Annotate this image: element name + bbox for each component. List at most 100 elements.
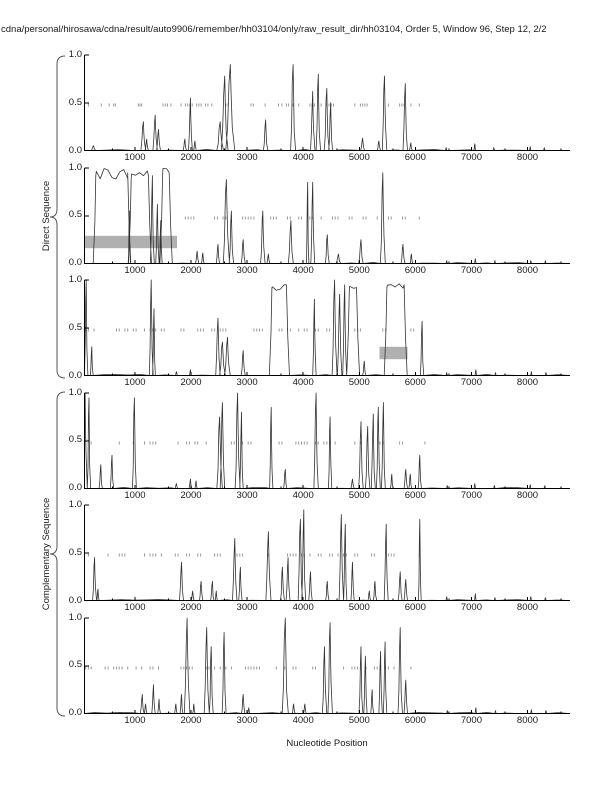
data-trace [84, 617, 570, 714]
y-tick-label: 0.0 [68, 594, 82, 606]
x-tick-label: 5000 [348, 602, 370, 613]
x-tick-label: 2000 [180, 714, 202, 726]
x-tick-label: 2000 [180, 152, 202, 163]
y-tick-label: 0.5 [68, 434, 82, 446]
x-tick-label: 6000 [404, 602, 426, 613]
axis-ticks [84, 392, 562, 489]
x-tick-label: 2000 [180, 489, 202, 501]
x-tick-label: 2000 [180, 264, 202, 276]
data-trace [84, 64, 570, 151]
data-trace [84, 392, 570, 489]
y-tick-label: 1.0 [68, 161, 82, 173]
x-tick-label: 7000 [460, 377, 482, 388]
marker-dash-row [85, 666, 412, 669]
x-tick-label: 8000 [516, 602, 539, 613]
x-tick-label: 5000 [348, 152, 370, 163]
y-tick-label: 0.0 [68, 707, 82, 718]
x-tick-label: 4000 [292, 264, 314, 276]
y-tick-label: 0.5 [68, 96, 82, 108]
brace-direct-group [49, 55, 66, 379]
x-tick-label: 3000 [236, 602, 258, 613]
data-trace [84, 167, 570, 264]
y-tick-label: 1.0 [68, 499, 82, 510]
y-tick-label: 0.5 [68, 209, 82, 221]
x-tick-label: 8000 [516, 377, 539, 388]
subplot-canvas-direct-frame-1 [84, 54, 570, 151]
x-tick-label: 6000 [404, 264, 426, 276]
x-tick-label: 4000 [292, 152, 314, 163]
x-tick-label: 8000 [516, 489, 539, 501]
axis-label-nucleotide-position: Nucleotide Position [286, 738, 368, 749]
x-tick-label: 5000 [348, 377, 370, 388]
axes-spines [84, 392, 570, 489]
x-tick-label: 1000 [124, 714, 146, 726]
x-tick-label: 6000 [404, 489, 426, 501]
x-tick-label: 4000 [292, 714, 314, 726]
x-tick-label: 3000 [236, 152, 258, 163]
x-tick-label: 1000 [124, 152, 146, 163]
subplot-canvas-direct-frame-2 [84, 167, 570, 264]
y-tick-label: 0.0 [68, 369, 82, 381]
x-tick-label: 7000 [460, 489, 482, 501]
x-tick-label: 1000 [124, 264, 146, 276]
marker-dash-row [184, 216, 420, 219]
x-tick-label: 7000 [460, 714, 482, 726]
x-tick-label: 4000 [292, 489, 314, 501]
axis-ticks [84, 617, 562, 714]
x-tick-label: 3000 [236, 264, 258, 276]
x-tick-label: 5000 [348, 489, 370, 501]
x-tick-label: 6000 [404, 714, 426, 726]
axes-spines [84, 280, 570, 376]
x-tick-label: 2000 [180, 377, 202, 388]
x-tick-label: 6000 [404, 377, 426, 388]
x-tick-label: 1000 [124, 489, 146, 501]
x-tick-label: 5000 [348, 264, 370, 276]
y-tick-label: 0.0 [68, 482, 82, 493]
x-tick-label: 6000 [404, 152, 426, 163]
subplot-canvas-complementary-frame-1 [84, 392, 570, 489]
x-tick-label: 4000 [292, 602, 314, 613]
subplot-canvas-direct-frame-3 [84, 279, 570, 376]
axis-ticks [84, 504, 562, 601]
x-tick-label: 3000 [236, 377, 258, 388]
y-tick-label: 1.0 [68, 611, 82, 623]
x-tick-label: 7000 [460, 264, 482, 276]
brace-complementary-group [49, 391, 66, 717]
highlight-region [379, 346, 408, 360]
x-tick-label: 4000 [292, 377, 314, 388]
x-tick-label: 3000 [236, 714, 258, 726]
y-tick-label: 0.5 [68, 546, 82, 558]
x-tick-label: 8000 [516, 152, 539, 163]
subplot-canvas-complementary-frame-2 [84, 504, 570, 601]
y-tick-label: 0.5 [68, 659, 82, 671]
x-tick-label: 3000 [236, 489, 258, 501]
x-tick-label: 8000 [516, 714, 539, 726]
y-tick-label: 1.0 [68, 386, 82, 398]
x-tick-label: 5000 [348, 714, 370, 726]
x-tick-label: 7000 [460, 602, 482, 613]
axes-spines [84, 617, 570, 714]
y-tick-label: 1.0 [68, 274, 82, 285]
marker-dash-row [90, 441, 426, 444]
axis-ticks [84, 279, 562, 376]
x-tick-label: 8000 [516, 264, 539, 276]
x-tick-label: 2000 [180, 602, 202, 613]
y-tick-label: 0.0 [68, 144, 82, 156]
subplot-canvas-complementary-frame-3 [84, 617, 570, 714]
marker-dash-row [85, 328, 423, 332]
data-trace [84, 509, 570, 601]
marker-dash-row [87, 553, 420, 557]
axis-ticks [84, 54, 562, 151]
axis-ticks [84, 167, 562, 264]
figure-title: cdna/personal/hirosawa/cdna/result/auto9… [1, 24, 547, 35]
x-tick-label: 1000 [124, 602, 146, 613]
y-tick-label: 0.0 [68, 257, 82, 268]
highlight-region [84, 235, 177, 248]
y-tick-label: 0.5 [68, 321, 82, 333]
x-tick-label: 7000 [460, 152, 482, 163]
x-tick-label: 1000 [124, 377, 146, 388]
data-trace [84, 279, 570, 376]
marker-dash-row [87, 103, 420, 107]
y-tick-label: 1.0 [68, 49, 82, 60]
